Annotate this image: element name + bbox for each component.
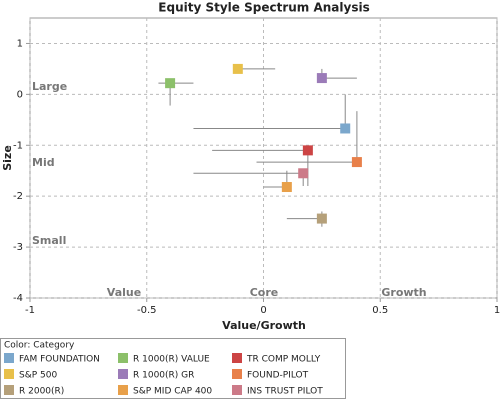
legend-label: R 2000(R): [19, 387, 64, 397]
legend-label: S&P 500: [19, 371, 57, 381]
x-tick-label: 0: [260, 305, 266, 316]
legend-title: Color: Category: [4, 341, 75, 351]
point: [302, 145, 313, 156]
annotation: Core: [250, 286, 279, 299]
annotation: Large: [32, 80, 67, 93]
x-tick-label: -0.5: [137, 305, 157, 316]
y-tick-label: 1: [17, 38, 23, 49]
y-tick-label: -4: [13, 293, 23, 304]
legend-swatch: [232, 369, 242, 379]
point: [232, 63, 243, 74]
x-tick-label: 0.5: [372, 305, 388, 316]
legend-swatch: [4, 369, 14, 379]
annotation: Growth: [381, 286, 426, 299]
annotation: Mid: [32, 156, 55, 169]
legend-swatch: [4, 353, 14, 363]
legend-swatch: [232, 353, 242, 363]
y-tick-label: -1: [13, 140, 23, 151]
legend-swatch: [4, 385, 14, 395]
legend-label: INS TRUST PILOT: [247, 387, 323, 397]
point: [298, 168, 309, 179]
x-axis-label: Value/Growth: [222, 319, 306, 332]
legend-label: S&P MID CAP 400: [133, 387, 212, 397]
legend-swatch: [232, 385, 242, 395]
y-tick-label: -3: [13, 242, 23, 253]
legend-label: FOUND-PILOT: [247, 371, 309, 381]
legend-swatch: [118, 369, 128, 379]
annotation: Value: [107, 286, 141, 299]
point: [316, 213, 327, 224]
point: [165, 78, 176, 89]
legend-label: R 1000(R) GR: [133, 371, 194, 381]
point: [316, 73, 327, 84]
point: [340, 123, 351, 134]
legend-swatch: [118, 353, 128, 363]
y-tick-label: 0: [17, 89, 23, 100]
point: [351, 157, 362, 168]
x-tick-label: 1: [494, 305, 500, 316]
legend-swatch: [118, 385, 128, 395]
point: [281, 182, 292, 193]
legend-box: [0, 338, 346, 399]
legend-label: R 1000(R) VALUE: [133, 355, 210, 365]
annotation: Small: [32, 234, 66, 247]
chart-title: Equity Style Spectrum Analysis: [158, 1, 369, 15]
legend-label: TR COMP MOLLY: [246, 355, 321, 365]
y-tick-label: -2: [13, 191, 23, 202]
x-tick-label: -1: [25, 305, 35, 316]
y-axis-label: Size: [1, 145, 14, 171]
legend-label: FAM FOUNDATION: [19, 355, 100, 365]
